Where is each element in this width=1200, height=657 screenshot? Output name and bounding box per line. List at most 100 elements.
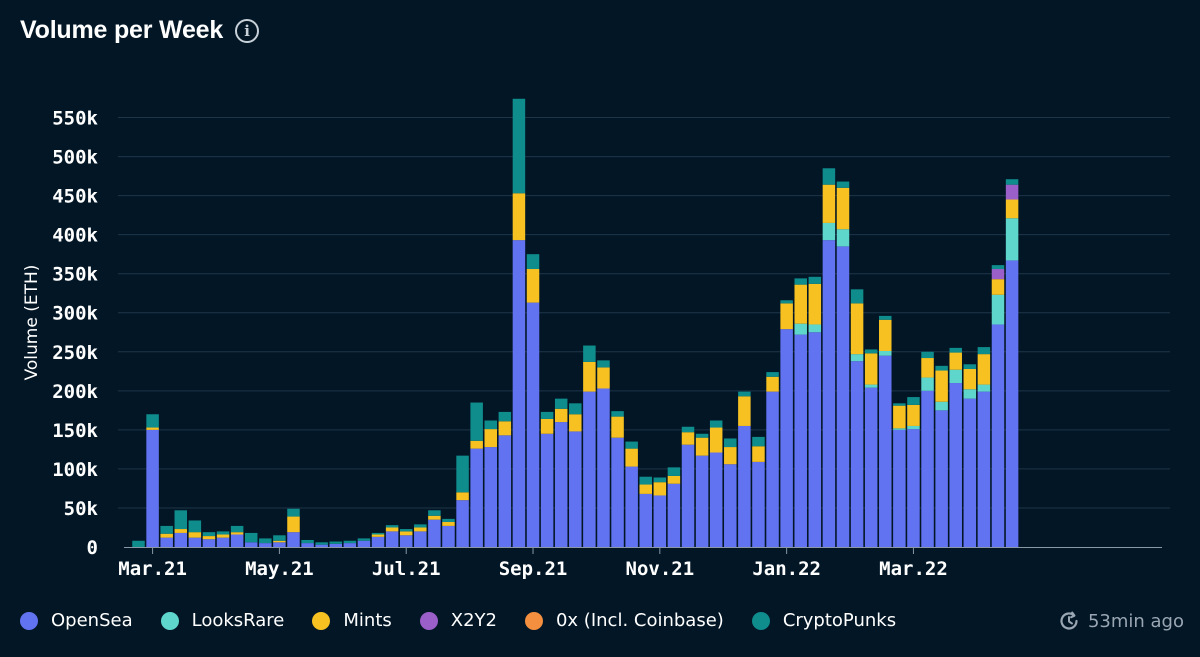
bar-segment: [724, 438, 737, 448]
legend-item[interactable]: OpenSea: [20, 610, 133, 631]
bar-segment: [611, 416, 624, 438]
bar-segment: [695, 455, 709, 547]
bar-segment: [977, 347, 991, 355]
bar-segment: [695, 437, 709, 456]
bar-segment: [752, 461, 765, 547]
bar-segment: [583, 361, 596, 392]
last-updated: 53min ago: [1058, 610, 1184, 632]
bar-segment: [484, 429, 497, 448]
bar-segment: [907, 425, 920, 430]
bar-segment: [850, 303, 864, 355]
bar-segment: [611, 411, 624, 417]
bar-segment: [879, 319, 892, 351]
bar-segment: [907, 429, 920, 547]
legend-label: 0x (Incl. Coinbase): [555, 610, 724, 631]
bar-segment: [259, 538, 272, 544]
x-tick-label: Nov.21: [626, 558, 695, 580]
bar-segment: [949, 347, 962, 353]
bar-segment: [836, 246, 850, 547]
bar-segment: [879, 351, 892, 356]
bar-segment: [414, 531, 427, 547]
legend-swatch: [160, 611, 179, 630]
bar-segment: [963, 389, 977, 399]
bar-segment: [428, 510, 441, 516]
bar-segment: [244, 532, 258, 543]
bar-segment: [146, 429, 159, 547]
bar-segment: [907, 397, 920, 405]
bar-segment: [780, 329, 793, 547]
y-tick-label: 300k: [52, 303, 98, 325]
bar-segment: [301, 539, 314, 544]
bar-segment: [230, 534, 244, 547]
bar-segment: [484, 447, 497, 547]
bar-segment: [639, 493, 652, 547]
chart-legend: OpenSea LooksRare Mints X2Y2 0x (Incl. Coinb…: [20, 610, 924, 631]
y-tick-label: 250k: [52, 342, 98, 364]
bar-segment: [681, 426, 695, 433]
bar-segment: [850, 354, 864, 362]
bar-segment: [484, 420, 497, 430]
bar-segment: [188, 532, 202, 538]
bar-segment: [329, 541, 343, 544]
bar-segment: [808, 324, 822, 333]
legend-label: CryptoPunks: [782, 610, 897, 631]
bar-segment: [935, 410, 948, 547]
bar-segment: [935, 401, 948, 411]
bar-segment: [174, 510, 188, 530]
bar-segment: [963, 398, 977, 547]
bar-segment: [724, 464, 737, 547]
bar-segment: [498, 411, 512, 422]
bar-segment: [202, 532, 216, 537]
legend-item[interactable]: Mints: [312, 610, 392, 631]
legend-item[interactable]: X2Y2: [419, 610, 497, 631]
chart-header: Volume per Week i: [20, 16, 260, 45]
bar-segment: [963, 368, 977, 390]
bar-segment: [738, 425, 751, 547]
bar-segment: [921, 377, 934, 391]
bar-segment: [512, 193, 526, 241]
bar-segment: [526, 269, 540, 303]
legend-swatch: [751, 611, 770, 630]
bar-segment: [1005, 184, 1019, 200]
bar-segment: [1005, 199, 1019, 219]
bar-segment: [794, 284, 807, 324]
bar-segment: [132, 540, 145, 547]
y-tick-label: 350k: [52, 264, 98, 286]
legend-item[interactable]: LooksRare: [160, 610, 284, 631]
refresh-clock-icon[interactable]: [1058, 610, 1080, 632]
bar-segment: [667, 467, 681, 476]
bar-segment: [315, 544, 328, 547]
legend-item[interactable]: CryptoPunks: [751, 610, 897, 631]
bar-segment: [850, 361, 864, 547]
bar-segment: [864, 384, 878, 388]
bar-segment: [1005, 218, 1019, 261]
bar-segment: [780, 300, 793, 304]
bar-segment: [216, 534, 230, 538]
bar-segment: [343, 540, 357, 544]
bar-segment: [540, 418, 554, 434]
legend-item[interactable]: 0x (Incl. Coinbase): [524, 610, 724, 631]
bar-segment: [780, 303, 793, 330]
bar-segment: [540, 433, 554, 547]
bar-segment: [554, 422, 568, 547]
bar-segment: [202, 536, 216, 540]
bar-segment: [202, 539, 216, 547]
legend-label: Mints: [343, 610, 392, 631]
bar-segment: [188, 520, 202, 533]
bar-segment: [273, 540, 286, 543]
info-icon[interactable]: i: [235, 18, 260, 43]
bar-segment: [470, 448, 483, 547]
bar-segment: [554, 398, 568, 409]
bar-segment: [315, 542, 328, 545]
bar-segment: [667, 483, 681, 547]
y-tick-label: 0: [87, 537, 98, 559]
bar-segment: [216, 531, 230, 535]
bar-segment: [738, 396, 751, 426]
bar-segment: [399, 529, 413, 532]
bar-segment: [371, 536, 385, 547]
bar-segment: [301, 543, 314, 547]
bar-segment: [766, 372, 779, 377]
bar-segment: [385, 531, 399, 547]
bar-segment: [1005, 260, 1019, 547]
bar-segment: [428, 519, 441, 547]
